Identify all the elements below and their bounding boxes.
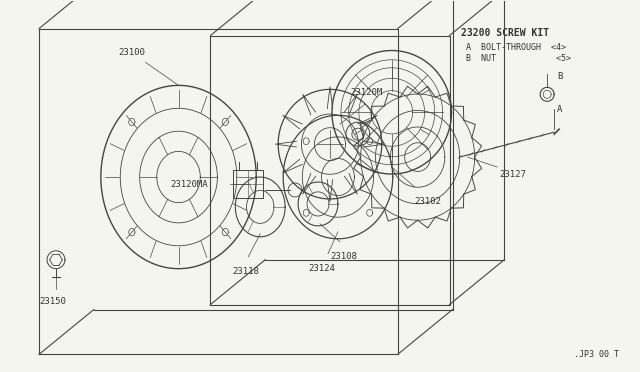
Text: B  NUT            <5>: B NUT <5>	[467, 54, 572, 64]
Text: 23120M: 23120M	[350, 88, 382, 97]
Text: 23108: 23108	[330, 252, 357, 261]
Text: 23120MA: 23120MA	[171, 180, 208, 189]
Text: 23124: 23124	[308, 264, 335, 273]
Text: A: A	[557, 105, 563, 114]
Bar	[234, 170, 263, 198]
Text: 23127: 23127	[499, 170, 526, 179]
Text: A  BOLT-THROUGH  <4>: A BOLT-THROUGH <4>	[467, 42, 566, 52]
Text: .JP3 00 T: .JP3 00 T	[574, 350, 619, 359]
Text: 23102: 23102	[415, 197, 442, 206]
Text: B: B	[557, 72, 563, 81]
Text: 23100: 23100	[119, 48, 146, 58]
Text: 23200 SCREW KIT: 23200 SCREW KIT	[461, 28, 550, 38]
Text: 23118: 23118	[232, 267, 259, 276]
Text: 23150: 23150	[39, 296, 66, 305]
